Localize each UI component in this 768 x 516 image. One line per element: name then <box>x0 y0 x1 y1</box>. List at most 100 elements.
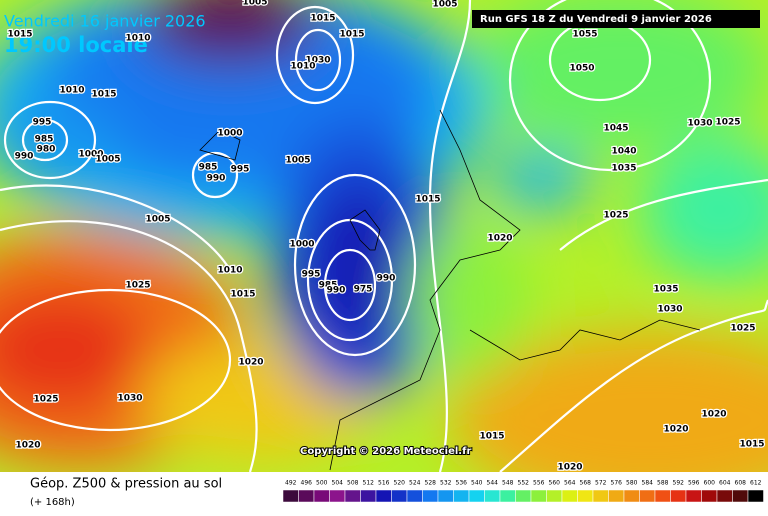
time: 19:00 locale <box>4 33 148 57</box>
legend-label: 508 <box>347 480 359 487</box>
legend-label: 608 <box>735 480 747 487</box>
legend-label: 592 <box>673 480 685 487</box>
legend-swatch <box>298 489 315 503</box>
run-box <box>472 10 760 28</box>
legend-label: 516 <box>378 480 390 487</box>
legend-swatch <box>344 489 361 503</box>
isobar-label: 1005 <box>285 156 310 166</box>
legend-swatch <box>499 489 516 503</box>
isobar-label: 1055 <box>572 30 597 40</box>
legend-label: 500 <box>316 480 328 487</box>
isobar-label: 1030 <box>687 119 712 129</box>
isobar-label: 990 <box>327 286 346 296</box>
isobar-label: 1025 <box>715 118 740 128</box>
legend-swatch <box>422 489 439 503</box>
legend-swatch <box>701 489 718 503</box>
isobar-label: 1000 <box>289 240 314 250</box>
legend-label: 588 <box>657 480 669 487</box>
legend-swatch <box>608 489 625 503</box>
isobar-label: 1015 <box>339 30 364 40</box>
isobar-label: 1015 <box>230 290 255 300</box>
isobar-label: 1010 <box>290 62 315 72</box>
isobar-label: 1015 <box>7 30 32 40</box>
isobar-label: 1025 <box>125 281 150 291</box>
legend-swatch <box>654 489 671 503</box>
legend-swatch <box>546 489 563 503</box>
legend-label: 536 <box>456 480 468 487</box>
legend-swatch <box>406 489 423 503</box>
legend-swatch <box>623 489 640 503</box>
isobar-label: 985 <box>35 135 54 145</box>
legend-swatch <box>437 489 454 503</box>
isobar-label: 1040 <box>611 147 636 157</box>
isobar-label: 990 <box>377 274 396 284</box>
run: Run GFS 18 Z du Vendredi 9 janvier 2026 <box>480 14 712 25</box>
legend-swatch <box>515 489 532 503</box>
legend-swatch <box>670 489 687 503</box>
isobar-label: 1010 <box>217 266 242 276</box>
isobar-label: 1025 <box>730 324 755 334</box>
legend-label: 576 <box>611 480 623 487</box>
isobar-label: 985 <box>319 281 338 291</box>
legend-label: 612 <box>750 480 762 487</box>
isobar-label: 1020 <box>557 463 582 473</box>
legend-label: 596 <box>688 480 700 487</box>
isobar-label: 975 <box>354 285 373 295</box>
isobar-label: 1005 <box>95 155 120 165</box>
isobar-label: 1045 <box>603 124 628 134</box>
legend-swatch <box>375 489 392 503</box>
legend-swatch <box>747 489 764 503</box>
legend-swatch <box>484 489 501 503</box>
legend-label: 548 <box>502 480 514 487</box>
isobar-label: 1035 <box>611 164 636 174</box>
legend-label: 532 <box>440 480 452 487</box>
isobar-label: 1010 <box>125 34 150 44</box>
legend-label: 504 <box>332 480 344 487</box>
legend-swatch <box>391 489 408 503</box>
isobar-label: 995 <box>33 118 52 128</box>
isobar-label: 1015 <box>479 432 504 442</box>
legend-swatch <box>530 489 547 503</box>
isobar-label: 1000 <box>78 150 103 160</box>
legend-swatch <box>561 489 578 503</box>
legend: 492 496 500 504 508 512 516 520 524 528 532 536 540 5… <box>282 480 764 503</box>
isobar-label: 1025 <box>603 211 628 221</box>
legend-label: 540 <box>471 480 483 487</box>
legend-swatch <box>639 489 656 503</box>
isobar-label: 1050 <box>569 64 594 74</box>
legend-swatch <box>592 489 609 503</box>
legend-label: 512 <box>363 480 375 487</box>
legend-swatch <box>453 489 470 503</box>
legend-swatch <box>468 489 485 503</box>
legend-swatch <box>329 489 346 503</box>
legend-label: 560 <box>549 480 561 487</box>
footer-lead: (+ 168h) <box>30 497 75 508</box>
isobar-label: 1020 <box>701 410 726 420</box>
legend-label: 556 <box>533 480 545 487</box>
legend-swatch <box>732 489 749 503</box>
isobar-label: 1015 <box>739 440 764 450</box>
legend-label: 600 <box>704 480 716 487</box>
isobar-label: 1020 <box>15 441 40 451</box>
isobar-labels: 1015 1010 1005 1005 1015 1015 1030 1010 1010 1015… <box>6 0 766 474</box>
legend-label: 580 <box>626 480 638 487</box>
date: Vendredi 16 janvier 2026 <box>4 12 206 31</box>
copyright: Copyright © 2026 Meteociel.fr <box>300 446 471 457</box>
isobars <box>0 0 768 472</box>
legend-label: 544 <box>487 480 499 487</box>
isobar-label: 995 <box>302 270 321 280</box>
isobar-label: 1015 <box>91 90 116 100</box>
isobar-label: 1015 <box>310 14 335 24</box>
legend-swatch <box>360 489 377 503</box>
isobar-label: 1035 <box>653 285 678 295</box>
isobar-label: 985 <box>199 163 218 173</box>
isobar-label: 1000 <box>217 129 242 139</box>
isobar-label: 1020 <box>663 425 688 435</box>
legend-label: 584 <box>642 480 654 487</box>
isobar-label: 990 <box>15 152 34 162</box>
legend-label: 564 <box>564 480 576 487</box>
isobar-label: 1020 <box>238 358 263 368</box>
legend-label: 520 <box>394 480 406 487</box>
